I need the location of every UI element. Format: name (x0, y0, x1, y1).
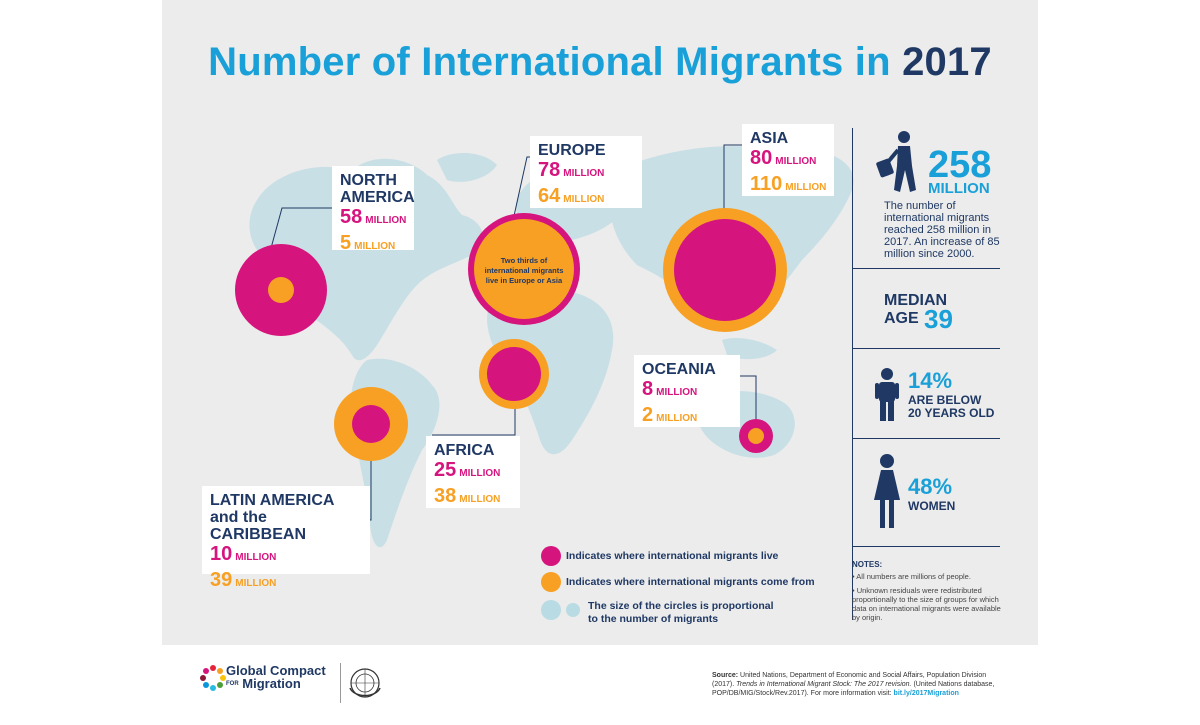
source-link[interactable]: bit.ly/2017Migration (893, 690, 959, 697)
woman-icon (874, 454, 900, 528)
latin-america-live-circle (352, 405, 390, 443)
footer-divider (340, 663, 341, 703)
legend-size-circle-large (541, 600, 561, 620)
sidebar-divider (852, 128, 853, 620)
africa-label: AFRICA 25 MILLION 38 MILLION (426, 436, 520, 508)
child-icon (875, 368, 899, 421)
region-name: AMERICA (340, 189, 415, 206)
un-emblem-icon (349, 668, 381, 698)
region-name: AFRICA (434, 442, 495, 459)
region-name: NORTH (340, 172, 397, 189)
title-text: Number of International Migrants in (208, 40, 891, 84)
africa-live-stat: 25 MILLION (434, 459, 501, 481)
legend-live-circle (541, 546, 561, 566)
region-name: ASIA (750, 130, 789, 147)
legend-size-circle-small (566, 603, 580, 617)
circle-note: Two thirds of international migrants liv… (478, 256, 570, 286)
europe-origin-stat: 64 MILLION (538, 185, 605, 207)
region-name: EUROPE (538, 142, 606, 159)
median-age-label: MEDIAN AGE (884, 292, 948, 327)
africa-shape (487, 288, 614, 455)
oceania-label: OCEANIA 8 MILLION 2 MILLION (634, 355, 740, 427)
youth-percentage: 14% (908, 368, 953, 393)
legend-origin-label: Indicates where international migrants c… (566, 576, 815, 588)
youth-label: ARE BELOW 20 YEARS OLD (908, 393, 995, 420)
asia-connector (723, 144, 744, 218)
page-title: Number of International Migrants in 2017 (162, 40, 1038, 85)
asia-label: ASIA 80 MILLION 110 MILLION (742, 124, 834, 196)
migrant-walking-icon (876, 131, 916, 192)
infographic-poster: Number of International Migrants in 2017… (162, 0, 1038, 725)
europe-live-stat: 78 MILLION (538, 159, 605, 181)
oceania-origin-circle (748, 428, 764, 444)
women-label: WOMEN (908, 499, 956, 513)
islands-shape (722, 338, 777, 360)
note-item: • Unknown residuals were redistributed p… (852, 586, 1001, 622)
women-percentage: 48% (908, 474, 953, 499)
global-compact-logo-icon (200, 665, 226, 691)
total-migrants-value: 258 (928, 144, 992, 186)
median-age-value: 39 (924, 304, 953, 334)
oceania-live-stat: 8 MILLION (642, 378, 698, 400)
sidebar-separator (852, 268, 1000, 269)
source-citation: Source: United Nations, Department of Ec… (712, 672, 995, 697)
greenland-shape (437, 153, 497, 182)
latin-america-label: LATIN AMERICA and the CARIBBEAN 10 MILLIO… (202, 486, 370, 591)
region-name: LATIN AMERICA (210, 492, 335, 509)
north-america-origin-circle (268, 277, 294, 303)
global-compact-wordmark: Global Compact FOR Migration (226, 663, 326, 691)
europe-label: EUROPE 78 MILLION 64 MILLION (530, 136, 642, 208)
north-america-origin-stat: 5 MILLION (340, 232, 396, 254)
north-america-live-stat: 58 MILLION (340, 206, 407, 228)
region-name: and the CARIBBEAN (210, 509, 306, 543)
sidebar-separator (852, 546, 1000, 547)
europe-origin-circle (474, 219, 574, 319)
sidebar-separator (852, 348, 1000, 349)
asia-origin-stat: 110 MILLION (750, 173, 827, 195)
notes-title: NOTES: (852, 560, 883, 569)
circle-note-line: international migrants (484, 266, 564, 275)
legend-live-label: Indicates where international migrants l… (566, 550, 779, 562)
latin-america-live-stat: 10 MILLION (210, 543, 277, 565)
latin-america-origin-stat: 39 MILLION (210, 569, 277, 591)
sidebar-separator (852, 438, 1000, 439)
oceania-origin-stat: 2 MILLION (642, 404, 698, 426)
stats-sidebar: 258 MILLION The number of international … (852, 128, 1001, 622)
asia-live-circle (674, 219, 776, 321)
circle-note-line: live in Europe or Asia (485, 276, 563, 285)
oceania-connector (734, 375, 757, 430)
africa-live-circle (487, 347, 541, 401)
asia-live-stat: 80 MILLION (750, 147, 817, 169)
total-migrants-unit: MILLION (928, 180, 990, 197)
legend-size-label: The size of the circles is proportional … (588, 600, 774, 625)
region-name: OCEANIA (642, 361, 716, 378)
africa-origin-stat: 38 MILLION (434, 485, 501, 507)
total-migrants-description: The number of international migrants rea… (884, 200, 1000, 260)
legend-origin-circle (541, 572, 561, 592)
title-year: 2017 (902, 40, 992, 84)
north-america-label: NORTH AMERICA 58 MILLION 5 MILLION (332, 166, 415, 254)
circle-note-line: Two thirds of (500, 256, 548, 265)
note-item: • All numbers are millions of people. (852, 572, 971, 581)
